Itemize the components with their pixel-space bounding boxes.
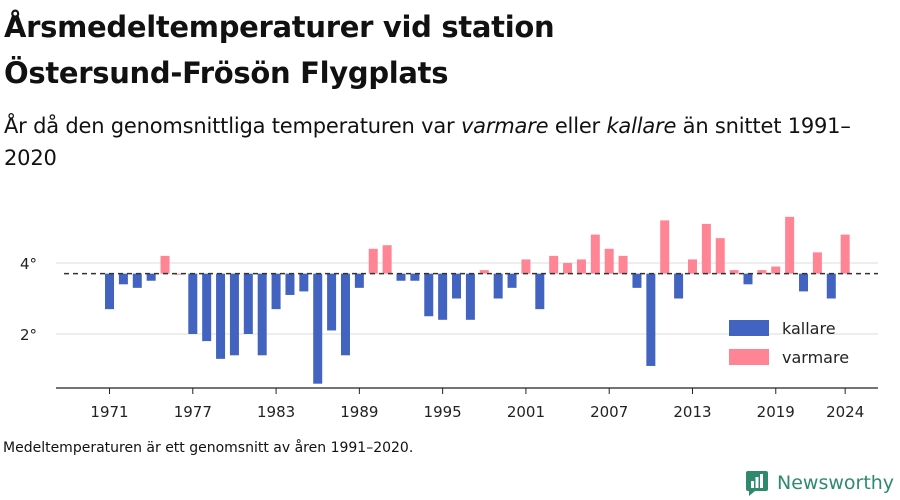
- bar-2006: [590, 234, 600, 274]
- bar-2019: [771, 266, 781, 274]
- x-tick-label: 1971: [90, 403, 128, 421]
- subtitle-part-2: eller: [548, 114, 607, 138]
- bar-2007: [604, 248, 614, 274]
- bar-1999: [493, 273, 503, 299]
- x-tick-label: 2024: [826, 403, 864, 421]
- bar-2005: [576, 259, 586, 274]
- bar-1976: [174, 273, 184, 275]
- chart-title-line-1: Årsmedeltemperaturer vid station: [4, 10, 555, 44]
- x-tick-label: 1983: [257, 403, 295, 421]
- bar-2024: [840, 234, 850, 274]
- x-tick-label: 2013: [673, 403, 711, 421]
- subtitle-cold-word: kallare: [606, 114, 677, 138]
- bar-2009: [632, 273, 642, 288]
- subtitle-part-3: än snittet 1991–2020: [4, 114, 851, 170]
- bar-2015: [715, 238, 725, 274]
- legend-warm-label: varmare: [782, 348, 849, 367]
- bar-1977: [188, 273, 198, 334]
- bar-1975: [160, 255, 170, 274]
- chart-title-line-2: Östersund-Frösön Flygplats: [4, 56, 449, 90]
- bar-2000: [507, 273, 517, 288]
- bar-1971: [105, 273, 115, 310]
- bar-2004: [563, 263, 573, 274]
- x-tick-label: 1977: [174, 403, 212, 421]
- brand-logo: Newsworthy: [745, 468, 894, 498]
- bar-2002: [535, 273, 545, 310]
- brand-name: Newsworthy: [777, 472, 895, 494]
- bar-1997: [465, 273, 475, 320]
- bar-2023: [826, 273, 836, 299]
- bar-1981: [243, 273, 253, 334]
- x-tick-label: 1995: [424, 403, 462, 421]
- legend-cold-swatch: [729, 320, 769, 336]
- bar-1995: [438, 273, 448, 320]
- bar-2013: [687, 259, 697, 274]
- x-tick-label: 2001: [507, 403, 545, 421]
- bar-1998: [479, 270, 489, 274]
- bar-2021: [799, 273, 809, 292]
- bar-2012: [674, 273, 684, 299]
- bar-2010: [646, 273, 656, 366]
- bar-1972: [118, 273, 128, 285]
- bar-1980: [229, 273, 239, 356]
- bar-2008: [618, 255, 628, 274]
- x-tick-label: 2007: [590, 403, 628, 421]
- bar-1992: [396, 273, 406, 281]
- bar-2022: [812, 252, 822, 274]
- bar-2016: [729, 270, 739, 274]
- chart-title: Årsmedeltemperaturer vid station Östersu…: [4, 4, 884, 96]
- subtitle-part-1: År då den genomsnittliga temperaturen va…: [4, 114, 461, 138]
- bar-1996: [452, 273, 462, 299]
- newsworthy-logo-icon: [746, 471, 768, 496]
- legend-warm-swatch: [729, 349, 769, 365]
- bar-1983: [271, 273, 281, 310]
- bar-1987: [327, 273, 337, 331]
- bar-1993: [410, 273, 420, 281]
- bar-1989: [354, 273, 364, 288]
- bar-2001: [521, 259, 531, 274]
- bar-1984: [285, 273, 295, 295]
- footnote: Medeltemperaturen är ett genomsnitt av å…: [3, 440, 414, 456]
- bar-2014: [701, 223, 711, 274]
- bar-chart: 2° 4° 1971 1977 1983 1989 1995 2001 2007 2013 2019…: [20, 216, 878, 421]
- chart-subtitle: År då den genomsnittliga temperaturen va…: [4, 110, 884, 174]
- bar-2003: [549, 255, 559, 274]
- bar-1974: [146, 273, 156, 281]
- bar-1986: [313, 273, 323, 384]
- bar-1978: [202, 273, 212, 342]
- legend-cold-label: kallare: [782, 319, 836, 338]
- bar-2017: [743, 273, 753, 285]
- bar-2018: [757, 270, 767, 274]
- bar-1973: [132, 273, 142, 288]
- x-tick-label: 2019: [757, 403, 795, 421]
- bar-2020: [785, 216, 795, 274]
- y-tick-label: 2°: [20, 326, 37, 344]
- bar-1982: [257, 273, 267, 356]
- bar-1988: [340, 273, 350, 356]
- bar-2011: [660, 220, 670, 274]
- bar-1994: [424, 273, 434, 317]
- bar-1979: [216, 273, 226, 359]
- x-tick-label: 1989: [340, 403, 378, 421]
- bar-1985: [299, 273, 309, 292]
- bar-1990: [368, 248, 378, 274]
- bar-1991: [382, 245, 392, 274]
- y-tick-label: 4°: [20, 255, 37, 273]
- subtitle-warm-word: varmare: [460, 114, 549, 138]
